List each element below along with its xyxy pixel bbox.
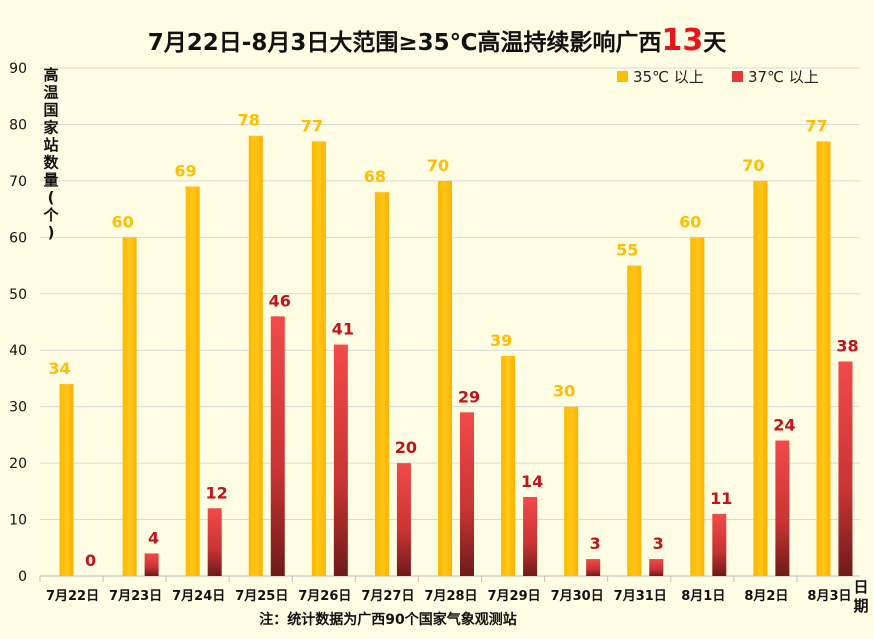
bar-35c xyxy=(627,265,642,576)
bar-37c xyxy=(649,559,664,576)
legend-label-35c: 35℃ 以上 xyxy=(633,68,704,86)
bars xyxy=(59,135,853,577)
data-label-35c: 60 xyxy=(679,212,701,231)
x-tick-label: 7月29日 xyxy=(488,589,541,604)
y-tick-label: 30 xyxy=(9,400,27,416)
data-label-37c: 0 xyxy=(85,551,96,570)
x-tick-label: 8月2日 xyxy=(744,589,788,604)
x-tick-label: 8月1日 xyxy=(681,589,725,604)
y-tick-label: 40 xyxy=(9,343,27,359)
data-label-37c: 38 xyxy=(836,337,858,356)
x-tick-label: 7月30日 xyxy=(551,589,604,604)
bar-37c xyxy=(460,412,474,576)
data-label-35c: 70 xyxy=(742,156,764,175)
bar-35c xyxy=(753,180,768,576)
bar-35c xyxy=(59,384,74,576)
chart-title-highlight: 13 xyxy=(661,23,703,58)
legend-swatch-37c xyxy=(732,71,743,82)
data-label-35c: 78 xyxy=(238,111,260,130)
bar-37c xyxy=(207,508,222,576)
footnote: 注：统计数据为广西90个国家气象观测站 xyxy=(259,611,516,628)
data-label-35c: 34 xyxy=(48,359,70,378)
chart-title-text: 7月22日-8月3日大范围≥35℃高温持续影响广西 xyxy=(148,29,662,56)
bar-37c xyxy=(775,440,790,576)
data-label-35c: 55 xyxy=(616,241,638,260)
data-label-35c: 77 xyxy=(805,116,827,135)
legend-label-37c: 37℃ 以上 xyxy=(748,68,819,86)
x-tick-label: 7月31日 xyxy=(614,589,667,604)
data-label-37c: 3 xyxy=(590,534,601,553)
x-tick-label: 7月27日 xyxy=(361,589,414,604)
bar-37c xyxy=(333,344,348,576)
data-label-37c: 4 xyxy=(148,528,159,547)
x-tick-label: 7月23日 xyxy=(109,589,162,604)
bar-37c xyxy=(712,513,727,576)
x-tick-label: 7月28日 xyxy=(424,589,477,604)
data-label-37c: 29 xyxy=(458,387,480,406)
data-label-37c: 3 xyxy=(653,534,664,553)
data-label-35c: 30 xyxy=(553,382,575,401)
bar-35c xyxy=(374,192,389,576)
bar-35c xyxy=(311,141,326,576)
x-axis-title: 日期 xyxy=(853,578,868,615)
bar-35c xyxy=(438,180,452,576)
data-label-37c: 12 xyxy=(206,483,228,502)
bar-37c xyxy=(838,361,853,576)
bar-35c xyxy=(690,237,705,577)
bar-37c xyxy=(396,463,411,576)
data-label-37c: 14 xyxy=(521,472,543,491)
x-tick-label: 8月3日 xyxy=(807,589,851,604)
y-axis-title: 高温国家站数量(个) xyxy=(42,66,59,242)
y-tick-label: 10 xyxy=(9,513,27,529)
y-tick-label: 20 xyxy=(9,456,27,472)
bar-37c xyxy=(144,553,159,576)
y-tick-label: 0 xyxy=(18,569,27,585)
chart-title-suffix: 天 xyxy=(703,30,727,56)
data-label-37c: 24 xyxy=(773,416,795,435)
bar-35c xyxy=(185,186,200,577)
y-tick-label: 50 xyxy=(9,287,27,303)
legend: 35℃ 以上 37℃ 以上 xyxy=(617,68,819,86)
data-label-37c: 11 xyxy=(710,489,732,508)
bar-37c xyxy=(523,496,538,576)
data-label-35c: 39 xyxy=(490,331,512,350)
bar-35c xyxy=(816,141,831,576)
data-label-35c: 60 xyxy=(111,212,133,231)
data-label-35c: 68 xyxy=(364,167,386,186)
data-label-35c: 77 xyxy=(301,116,323,135)
chart-title: 7月22日-8月3日大范围≥35℃高温持续影响广西13天 xyxy=(148,23,727,58)
y-tick-label: 60 xyxy=(9,230,27,246)
x-tick-label: 7月26日 xyxy=(298,589,351,604)
bar-37c xyxy=(586,559,601,576)
y-tick-label: 80 xyxy=(9,117,27,133)
bar-35c xyxy=(248,135,263,576)
data-labels: 34 0 60 4 69 12 78 46 77 41 68 20 70 29 39 14 30 3 55 3 60 11… xyxy=(48,111,858,570)
y-tick-label: 70 xyxy=(9,174,27,190)
bar-37c xyxy=(270,316,285,576)
y-tick-label: 90 xyxy=(9,61,27,77)
legend-swatch-35c xyxy=(617,71,628,82)
data-label-35c: 69 xyxy=(175,162,197,181)
x-tick-label: 7月22日 xyxy=(46,589,99,604)
x-tick-label: 7月25日 xyxy=(235,589,288,604)
data-label-37c: 46 xyxy=(269,291,291,310)
bar-35c xyxy=(564,406,579,576)
bar-35c xyxy=(501,355,516,576)
data-label-37c: 20 xyxy=(395,438,417,457)
x-tick-label: 7月24日 xyxy=(172,589,225,604)
data-label-35c: 70 xyxy=(427,156,449,175)
data-label-37c: 41 xyxy=(332,320,354,339)
bar-35c xyxy=(122,237,137,577)
